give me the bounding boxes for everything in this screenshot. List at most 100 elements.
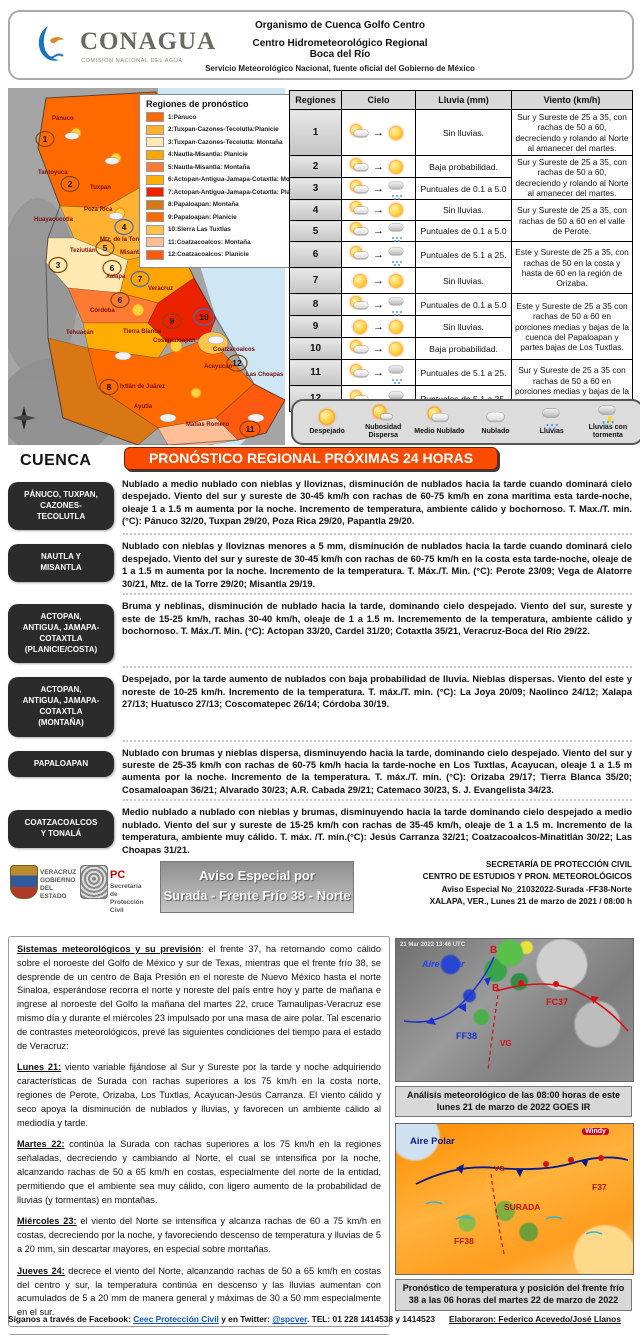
table-row: 1 → Sin lluvias. Sur y Sureste de 25 a 3… [289, 109, 633, 156]
legend-despejado: Despejado [301, 409, 353, 436]
pc-logo: PC Secretaría de Protección Civil [78, 861, 148, 921]
wind-cell: Sur y Sureste de 25 a 35, con rachas de … [511, 109, 633, 156]
pc-logo-text: PC Secretaría de Protección Civil [110, 869, 144, 915]
table-row: 7 → Sin lluvias. [289, 267, 633, 295]
wind-cell: Este y Sureste de 25 a 35, con rachas de… [511, 241, 633, 295]
legend-swatch [146, 237, 164, 247]
col-header-lluvia: Lluvia (mm) [415, 90, 512, 110]
legend-swatch [146, 162, 164, 172]
arrow-icon: → [373, 182, 384, 195]
rain-cell: Sin lluvias. [415, 199, 512, 222]
f37-label: F37 [592, 1182, 607, 1193]
region-badge: 11 [246, 424, 255, 434]
region-badge: 8 [107, 382, 112, 392]
despejado-icon [387, 125, 406, 141]
aviso-issuer-block: SECRETARÍA DE PROTECCIÓN CIVIL CENTRO DE… [354, 857, 632, 933]
basin-label: NAUTLA Y MISANTLA [8, 544, 114, 582]
temperature-caption: Pronóstico de temperatura y posición del… [395, 1279, 632, 1311]
header-city-line: Boca del Río [309, 49, 371, 60]
city-label: Veracruz [148, 286, 173, 292]
basin-forecast-text: Nublado a medio nublado con nieblas y ll… [122, 479, 632, 527]
legend-item: 6:Actopan-Antigua-Jamapa-Cotaxtla: Monta… [146, 174, 307, 185]
legend-swatch [146, 199, 164, 210]
systems-box: Sistemas meteorológicos y su previsión: … [8, 936, 390, 1327]
rain-cell: Puntuales de 5.1 a 25. [415, 241, 512, 269]
medio-nublado-icon [351, 180, 370, 197]
aviso-images-column: 21 Mar 2022 13:46 UTC Aire Polar FF38 FC… [395, 938, 634, 1317]
vg-label: VG [500, 1039, 512, 1048]
city-label: Tantoyuca [38, 170, 68, 176]
twitter-link[interactable]: @spcver [272, 1314, 307, 1324]
city-label: Cosamaloapan [153, 338, 196, 344]
nubosidad-dispersa-icon [372, 404, 394, 422]
legend-swatch [146, 224, 164, 235]
basin-forecast-text: Bruma y neblinas, disminución de nublado… [122, 601, 632, 637]
rain-cell: Sin lluvias. [415, 267, 512, 295]
aviso-header: VERACRUZ GOBIERNO DEL ESTADO PC Secretarí… [8, 857, 632, 933]
windy-logo: Windy [582, 1128, 609, 1136]
city-label: Matías Romero [186, 422, 229, 428]
despejado-icon [387, 273, 406, 289]
footer-twitter-pre: y en Twitter: [218, 1314, 273, 1324]
city-label: Tierra Blanca [123, 329, 162, 335]
legend-swatch [146, 149, 164, 160]
conagua-logo-icon [38, 26, 64, 61]
header-org-line: Organismo de Cuenca Golfo Centro [254, 20, 426, 31]
legend-lluvias-tormenta: Lluvias con tormenta [582, 405, 634, 439]
despejado-icon [387, 202, 406, 218]
basin-forecast-text: Nublado con brumas y nieblas dispersa, d… [122, 747, 632, 795]
temperature-fronts-overlay [415, 1155, 629, 1255]
facebook-link[interactable]: Ceec Protección Civil [133, 1314, 219, 1324]
despejado-icon [351, 273, 370, 289]
legend-item: 9:Papaloapan: Planicie [146, 212, 294, 222]
region-cell: 11 [289, 359, 342, 387]
baja-presion-marker: B [492, 983, 500, 994]
region-badge: 7 [138, 274, 143, 284]
header-box: CONAGUA COMISIÓN NACIONAL DEL AGUA Organ… [8, 10, 634, 80]
aire-polar-label: Aire Polar [410, 1136, 455, 1148]
despejado-icon [387, 159, 406, 175]
arrow-icon: → [373, 366, 384, 379]
basin-row: PAPALOAPAN Nublado con brumas y nieblas … [8, 745, 632, 797]
header-center-line: Centro Hidrometeorológico Regional [252, 38, 428, 49]
divider [123, 739, 632, 742]
compass-icon [12, 406, 36, 430]
region-badges: 1 2 3 4 5 6 6 7 8 9 10 [35, 130, 261, 438]
satellite-timestamp: 21 Mar 2022 13:46 UTC [400, 942, 466, 948]
baja-presion-marker: B [490, 945, 498, 956]
region-cell: 6 [289, 241, 342, 269]
legend-swatch [146, 112, 164, 122]
lluvias-icon [387, 223, 406, 240]
nublado-icon [485, 408, 507, 426]
issuer-line: SECRETARÍA DE PROTECCIÓN CIVIL [485, 860, 632, 869]
legend-swatch [146, 249, 164, 260]
despejado-icon [316, 408, 338, 426]
legend-item: 11:Coatzacoalcos: Montaña [146, 237, 294, 247]
basin-label: PÁNUCO, TUXPAN, CAZONES- TECOLUTLA [8, 482, 114, 531]
region-badge: 10 [199, 312, 209, 322]
rain-cell: Sin lluvias. [415, 109, 512, 156]
arrow-icon: → [373, 248, 384, 261]
rain-cell: Puntuales de 0.1 a 5.0 [415, 220, 512, 243]
medio-nublado-icon [351, 246, 370, 263]
map-legend: Regiones de pronóstico 1:Pánuco 2:Tuxpan… [139, 94, 307, 268]
despejado-icon [387, 319, 406, 335]
veracruz-crest-icon [10, 865, 38, 899]
legend-nublado: Nublado [470, 409, 522, 436]
systems-intro: Sistemas meteorológicos y su previsión: … [17, 944, 381, 1051]
lluvias-icon [541, 408, 563, 427]
table-row: 3 → Puntuales de 0.1 a 5.0 [289, 177, 633, 201]
aire-polar-label: Aire Polar [422, 959, 465, 969]
ff38-label: FF38 [456, 1031, 478, 1041]
col-header-cielo: Cielo [341, 90, 416, 110]
sky-cell: → [341, 177, 416, 201]
arrow-icon: → [373, 393, 384, 405]
fc37-label: FC37 [546, 997, 569, 1007]
sky-cell: → [341, 359, 416, 387]
col-header-regiones: Regiones [289, 90, 342, 110]
footer-phone: . TEL: 01 228 1414538 y 1414523 [306, 1314, 436, 1324]
arrow-icon: → [373, 320, 384, 333]
legend-item: 7:Actopan-Antigua-Jamapa-Cotaxtla: Plani… [146, 187, 304, 197]
weather-icon-legend: Despejado Nubosidad Dispersa Medio Nubla… [291, 399, 640, 445]
legend-item: 2:Tuxpan-Cazones-Tecolutla:Planicie [146, 124, 294, 135]
